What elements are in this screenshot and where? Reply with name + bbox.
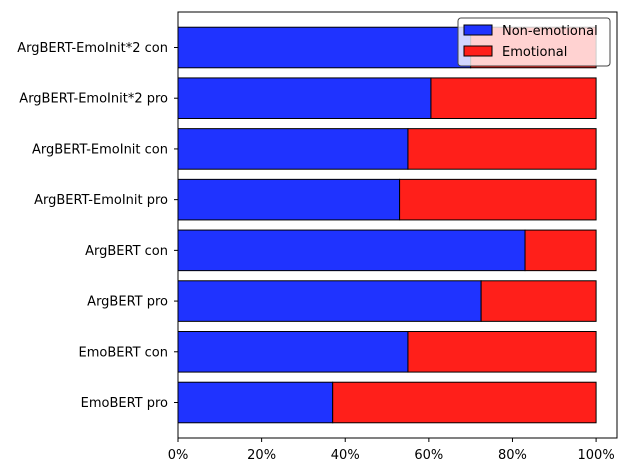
legend-label: Non-emotional xyxy=(502,24,598,39)
plot-frame xyxy=(177,11,618,439)
x-tick-label: 40% xyxy=(331,448,360,463)
y-tick-label: ArgBERT con xyxy=(85,244,168,259)
bar-non-emotional xyxy=(177,280,482,322)
y-tick-label: ArgBERT pro xyxy=(87,295,168,310)
bar-non-emotional xyxy=(177,128,409,170)
bar-emotional xyxy=(430,77,597,120)
legend-box xyxy=(457,17,611,67)
y-tick-label: EmoBERT pro xyxy=(81,396,168,411)
bar-emotional xyxy=(407,128,597,170)
bars-layer xyxy=(177,26,597,424)
y-tick-label: ArgBERT-EmoInit*2 pro xyxy=(19,92,168,107)
bar-non-emotional xyxy=(177,229,526,272)
bar-non-emotional xyxy=(177,178,401,221)
bar-non-emotional xyxy=(177,381,334,424)
bar-emotional xyxy=(407,331,597,373)
x-tick-label: 100% xyxy=(578,448,615,463)
bar-emotional xyxy=(399,178,597,221)
y-axis: ArgBERT-EmoInit*2 con ArgBERT-EmoInit*2 p… xyxy=(17,41,178,411)
legend: Non-emotional Emotional xyxy=(457,17,611,67)
bar-non-emotional xyxy=(177,77,432,120)
bar-emotional xyxy=(480,280,597,322)
x-tick-label: 20% xyxy=(247,448,276,463)
bar-emotional xyxy=(524,229,597,272)
legend-swatch xyxy=(463,45,493,57)
legend-label: Emotional xyxy=(502,45,567,60)
bar-non-emotional xyxy=(177,331,409,373)
y-tick-label: ArgBERT-EmoInit con xyxy=(32,142,168,157)
y-tick-label: ArgBERT-EmoInit pro xyxy=(34,193,168,208)
x-axis: 0% 20% 40% 60% 80% 100% xyxy=(168,438,615,463)
x-tick-label: 0% xyxy=(168,448,189,463)
y-tick-label: EmoBERT con xyxy=(79,345,168,360)
bar-non-emotional xyxy=(177,26,472,69)
x-tick-label: 60% xyxy=(414,448,443,463)
legend-swatch xyxy=(463,24,493,36)
bar-emotional xyxy=(332,381,597,424)
x-tick-label: 80% xyxy=(498,448,527,463)
y-tick-label: ArgBERT-EmoInit*2 con xyxy=(17,41,168,56)
